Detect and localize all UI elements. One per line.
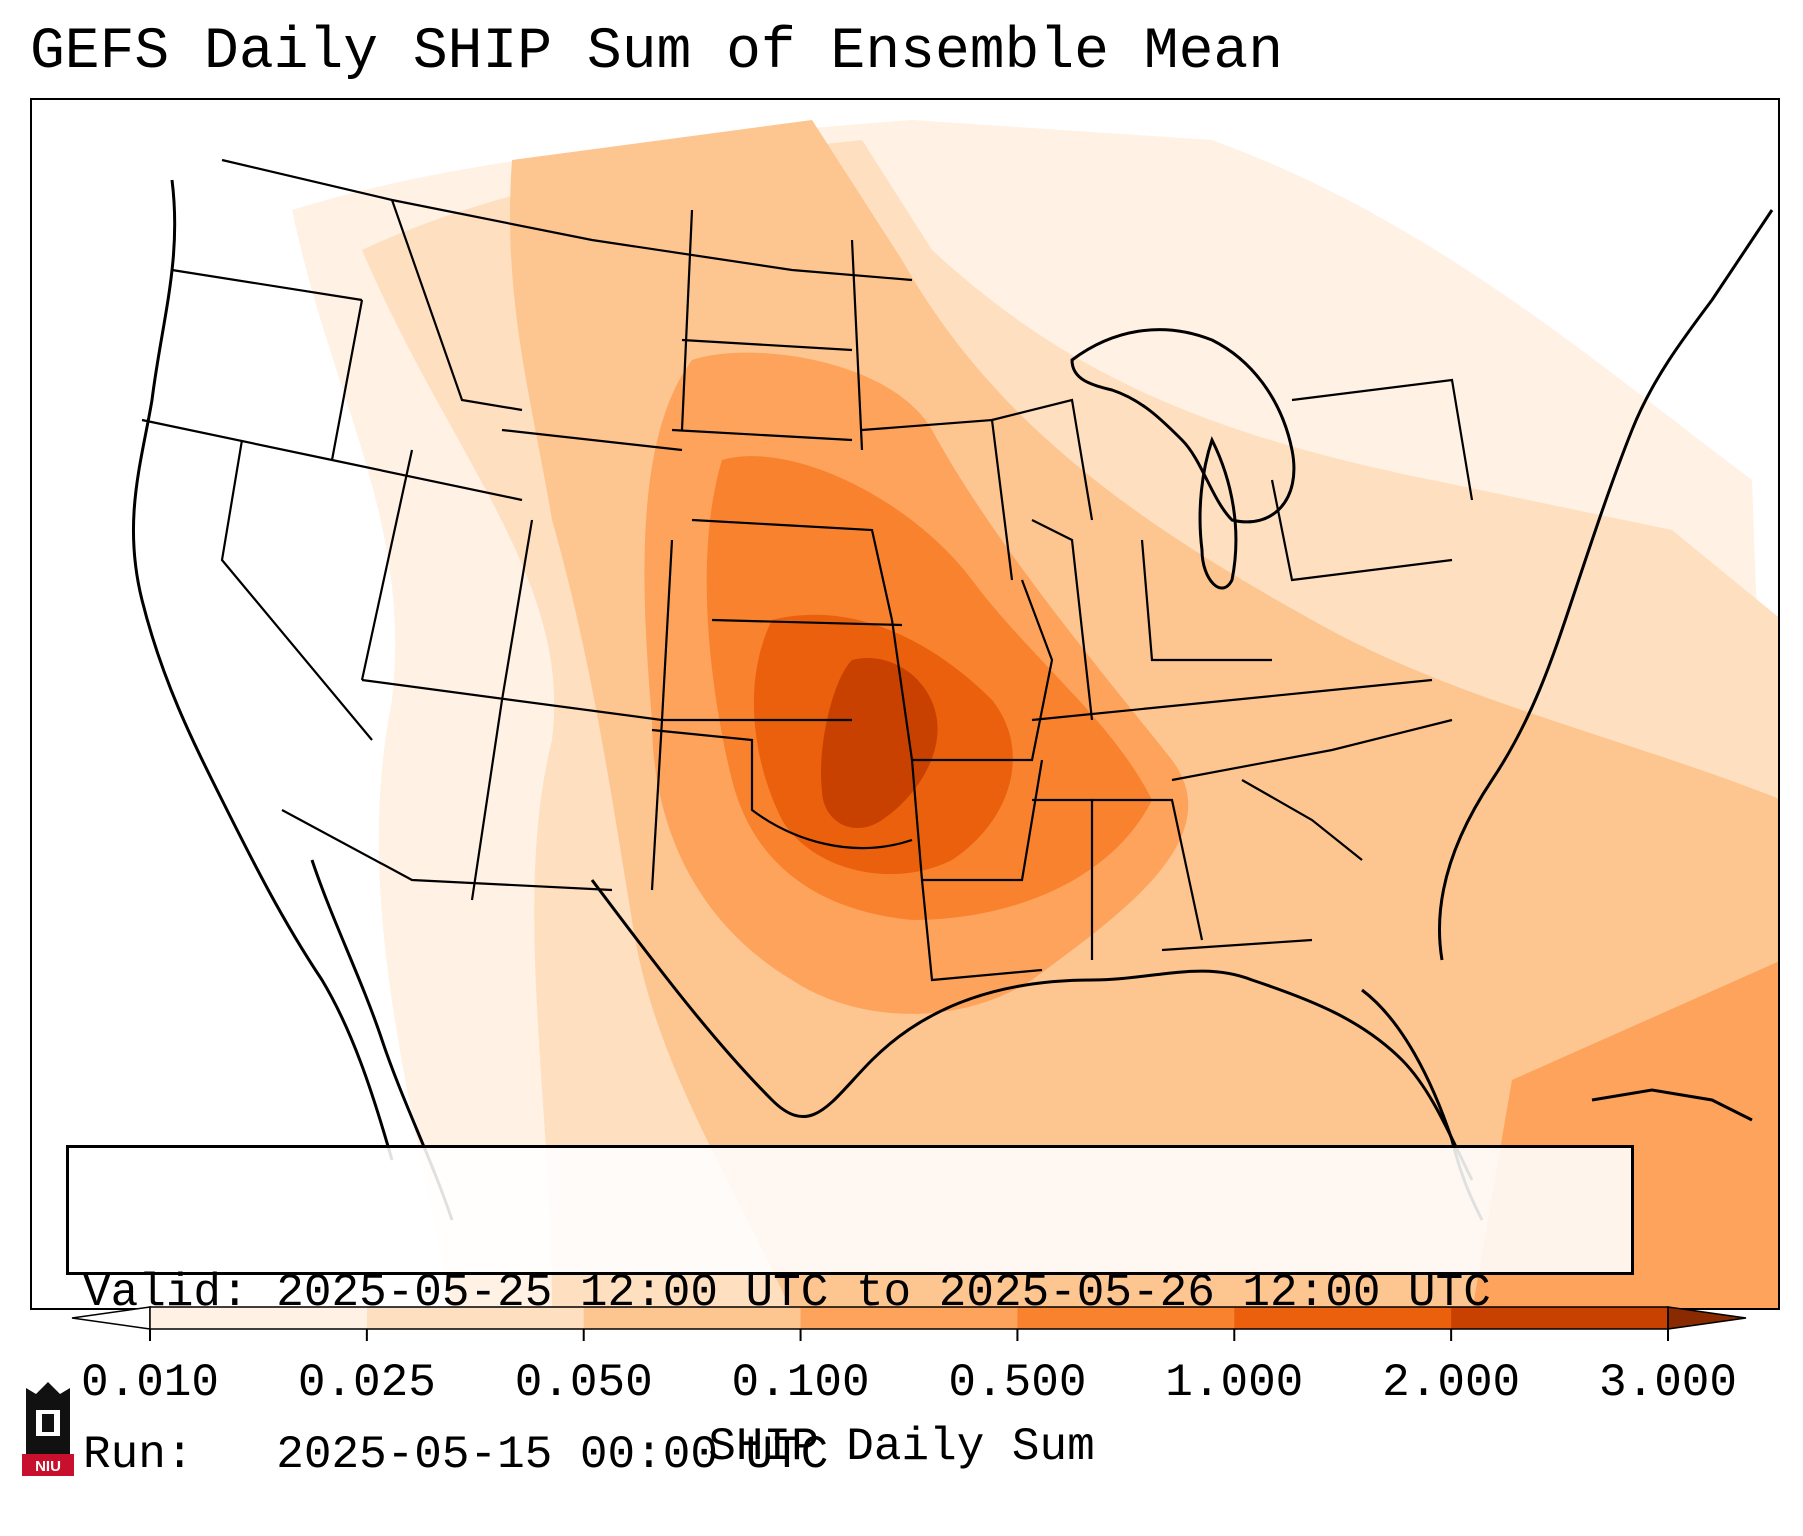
- colorbar-segment: [1451, 1307, 1669, 1329]
- run-row: Run: 2025-05-15 00:00 UTC: [83, 1428, 1617, 1482]
- niu-logo: NIU: [22, 1382, 74, 1476]
- colorbar-extend-max: [1667, 1306, 1747, 1330]
- border-nv-ca: [220, 439, 373, 741]
- colorbar-tick-label: 1.000: [1165, 1357, 1304, 1409]
- colorbar-tick-label: 0.500: [948, 1357, 1087, 1409]
- colorbar-ticks: [149, 1329, 1669, 1341]
- colorbar-tick-label: 3.000: [1598, 1357, 1738, 1409]
- logo-text: NIU: [35, 1458, 61, 1475]
- border-az-south: [281, 809, 613, 892]
- border-nd-sd: [681, 338, 853, 352]
- border-oh: [1140, 539, 1272, 662]
- border-la: [920, 879, 1043, 982]
- border-fl: [1161, 938, 1313, 952]
- colorbar-segment: [150, 1307, 368, 1329]
- border-ar: [910, 759, 1044, 882]
- state-borders: [141, 158, 1474, 982]
- shade-level-7: [821, 658, 938, 829]
- border-pa: [1270, 479, 1453, 582]
- border-nm-tx: [650, 719, 664, 891]
- border-ut-co: [500, 519, 534, 701]
- border-id-west: [330, 299, 364, 461]
- colorbar-segment: [583, 1307, 802, 1329]
- run-value: 2025-05-15 00:00 UTC: [276, 1429, 829, 1481]
- colorbar-segment: [800, 1307, 1018, 1329]
- map-panel: [30, 98, 1780, 1310]
- logo-base: [22, 1454, 74, 1476]
- colorbar-segment: [1234, 1307, 1452, 1329]
- colorbar-segments: [71, 1306, 1747, 1330]
- colorbar-tick-label: 2.000: [1382, 1357, 1521, 1409]
- border-sd-ne: [671, 428, 853, 442]
- colorbar-label: SHIP Daily Sum: [708, 1421, 1095, 1473]
- west-coast-line: [131, 179, 394, 1161]
- border-nv-ut: [360, 449, 414, 681]
- border-or-wa: [171, 268, 363, 302]
- caribbean-islands-line: [1591, 1088, 1753, 1122]
- great-lakes-line: [1070, 328, 1296, 524]
- border-wy: [501, 428, 683, 452]
- border-al-ga: [1092, 798, 1204, 941]
- border-wi-mi: [991, 398, 1094, 521]
- colorbar-tick-label: 0.050: [514, 1357, 653, 1409]
- border-mo: [890, 579, 1054, 762]
- colorbar: [71, 1306, 1747, 1341]
- valid-run-info-box: Valid: 2025-05-25 12:00 UTC to 2025-05-2…: [66, 1145, 1634, 1481]
- border-tn-ky: [1031, 678, 1433, 722]
- logo-window-inner: [42, 1414, 54, 1432]
- map-title: GEFS Daily SHIP Sum of Ensemble Mean: [30, 20, 1284, 85]
- colorbar-outline: [149, 1306, 1669, 1330]
- run-label: Run:: [83, 1429, 194, 1481]
- ship-shading: [292, 120, 1778, 1308]
- border-ny: [1291, 378, 1474, 501]
- border-sc-ga: [1241, 779, 1363, 861]
- colorbar-tick-label: 0.010: [80, 1357, 220, 1409]
- map-canvas: [131, 120, 1778, 1308]
- colorbar-segment: [1017, 1307, 1235, 1329]
- border-mn-west: [850, 239, 864, 451]
- border-tx-ok: [651, 728, 913, 850]
- border-va-nc: [1171, 718, 1453, 782]
- lake-michigan-line: [1198, 436, 1238, 590]
- border-ne-ks: [691, 518, 894, 621]
- colorbar-tick-label: 0.025: [297, 1357, 436, 1409]
- colorbar-extend-min: [71, 1306, 151, 1330]
- border-az-nm: [470, 699, 504, 901]
- east-coast-line: [1438, 209, 1774, 961]
- border-co-ks: [660, 539, 674, 721]
- gulf-coast-line: [590, 879, 1474, 1181]
- border-id-mt: [390, 199, 523, 412]
- border-49th: [221, 158, 913, 282]
- border-mt-nd: [680, 209, 694, 431]
- border-ks-ok: [711, 618, 903, 627]
- colorbar-tick-label: 0.100: [731, 1357, 870, 1409]
- colorbar-segment: [366, 1307, 585, 1329]
- border-il-in: [1031, 519, 1094, 721]
